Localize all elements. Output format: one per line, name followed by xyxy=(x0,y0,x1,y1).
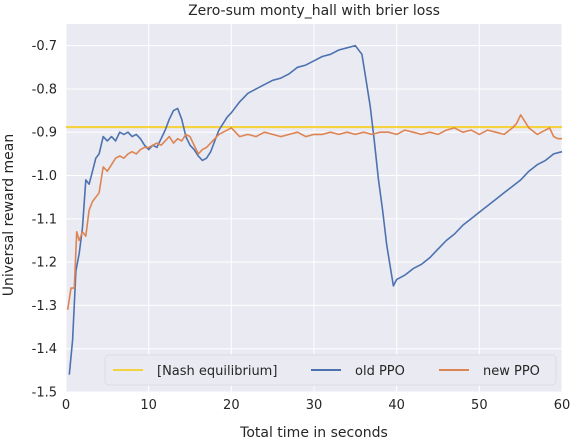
x-tick-label: 30 xyxy=(306,398,323,413)
y-tick-label: -0.9 xyxy=(32,126,57,141)
y-tick-label: -0.8 xyxy=(32,82,57,97)
grid xyxy=(65,24,563,393)
old-ppo-line xyxy=(68,44,563,375)
legend-label-nash-equilibrium: [Nash equilibrium] xyxy=(157,364,277,379)
x-tick-label: 60 xyxy=(554,398,571,413)
x-tick-label: 0 xyxy=(62,398,70,413)
y-tick-label: -1.5 xyxy=(32,386,57,401)
y-axis: -0.7 -0.8 -0.9 -1.0 -1.1 -1.2 -1.3 -1.4 -1.5 xyxy=(32,39,57,400)
x-tick-label: 50 xyxy=(471,398,488,413)
y-tick-label: -1.1 xyxy=(32,212,57,227)
legend: [Nash equilibrium] old PPO new PPO xyxy=(104,354,557,386)
y-axis-label: Universal reward mean xyxy=(1,134,17,297)
y-tick-label: -1.2 xyxy=(32,256,57,271)
x-axis-label: Total time in seconds xyxy=(239,425,388,441)
y-tick-label: -1.0 xyxy=(32,169,57,184)
y-tick-label: -1.4 xyxy=(32,342,57,357)
new-ppo-line xyxy=(66,114,562,310)
x-tick-label: 10 xyxy=(140,398,157,413)
x-tick-label: 20 xyxy=(223,398,240,413)
x-axis: 0 10 20 30 40 50 60 xyxy=(62,398,570,413)
y-tick-label: -1.3 xyxy=(32,299,57,314)
chart-title: Zero-sum monty_hall with brier loss xyxy=(188,3,440,19)
x-tick-label: 40 xyxy=(388,398,405,413)
series-lines xyxy=(66,44,563,375)
legend-label-old-ppo: old PPO xyxy=(355,364,405,379)
legend-label-new-ppo: new PPO xyxy=(483,364,540,379)
y-tick-label: -0.7 xyxy=(32,39,57,54)
